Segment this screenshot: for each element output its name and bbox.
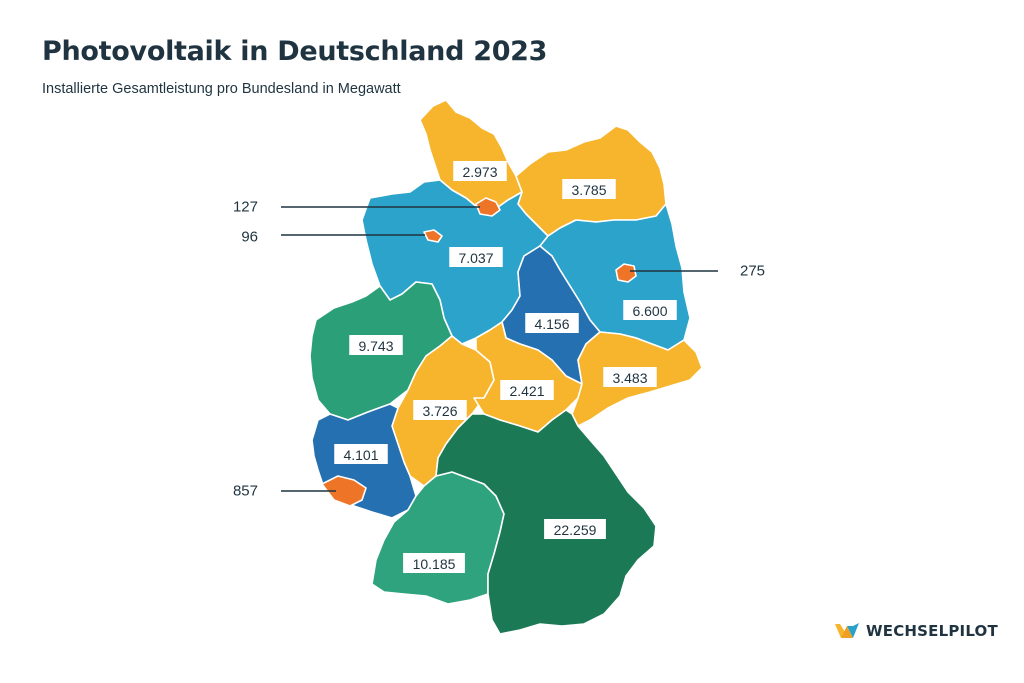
state-bremen	[423, 229, 443, 243]
value-label-rheinland-pfalz: 4.101	[334, 444, 388, 464]
value-label-schleswig-holstein: 2.973	[453, 161, 507, 181]
value-label-sachsen-anhalt: 4.156	[525, 313, 579, 333]
value-label-box	[544, 519, 606, 539]
callout-value-bremen: 96	[241, 229, 258, 246]
value-label-text: 10.185	[413, 556, 456, 572]
value-label-niedersachsen: 7.037	[449, 247, 503, 267]
value-label-text: 4.156	[534, 316, 569, 332]
value-label-box	[349, 335, 403, 355]
value-label-box	[403, 553, 465, 573]
value-label-text: 9.743	[358, 338, 393, 354]
value-label-text: 22.259	[554, 522, 597, 538]
value-label-thueringen: 2.421	[500, 380, 554, 400]
value-label-mecklenburg-vorpommern: 3.785	[562, 179, 616, 199]
callout-value-saarland: 857	[233, 483, 258, 500]
value-label-text: 3.785	[571, 182, 606, 198]
value-label-sachsen: 3.483	[603, 367, 657, 387]
state-hamburg	[475, 197, 501, 217]
value-label-hessen: 3.726	[413, 400, 467, 420]
value-label-text: 2.973	[462, 164, 497, 180]
value-label-box	[623, 300, 677, 320]
value-label-bayern: 22.259	[544, 519, 606, 539]
value-label-box	[453, 161, 507, 181]
value-label-text: 3.726	[422, 403, 457, 419]
value-label-nordrhein-westfalen: 9.743	[349, 335, 403, 355]
brand-logo: WECHSELPILOT	[834, 620, 998, 642]
value-label-text: 3.483	[612, 370, 647, 386]
value-label-box	[562, 179, 616, 199]
value-label-text: 6.600	[632, 303, 667, 319]
wechselpilot-logo-icon	[835, 623, 859, 638]
map-subtitle: Installierte Gesamtleistung pro Bundesla…	[42, 81, 401, 97]
value-label-box	[449, 247, 503, 267]
value-label-brandenburg: 6.600	[623, 300, 677, 320]
callout-value-berlin: 275	[740, 263, 765, 280]
map-title: Photovoltaik in Deutschland 2023	[42, 36, 548, 67]
callout-value-hamburg: 127	[233, 199, 258, 216]
value-label-text: 7.037	[458, 250, 493, 266]
value-label-baden-wuerttemberg: 10.185	[403, 553, 465, 573]
state-saarland	[321, 475, 367, 507]
state-berlin	[615, 263, 637, 283]
value-label-box	[413, 400, 467, 420]
value-label-text: 4.101	[343, 447, 378, 463]
value-label-box	[525, 313, 579, 333]
value-label-box	[603, 367, 657, 387]
value-label-box	[500, 380, 554, 400]
brand-name: WECHSELPILOT	[866, 622, 998, 640]
value-label-box	[334, 444, 388, 464]
value-label-text: 2.421	[509, 383, 544, 399]
